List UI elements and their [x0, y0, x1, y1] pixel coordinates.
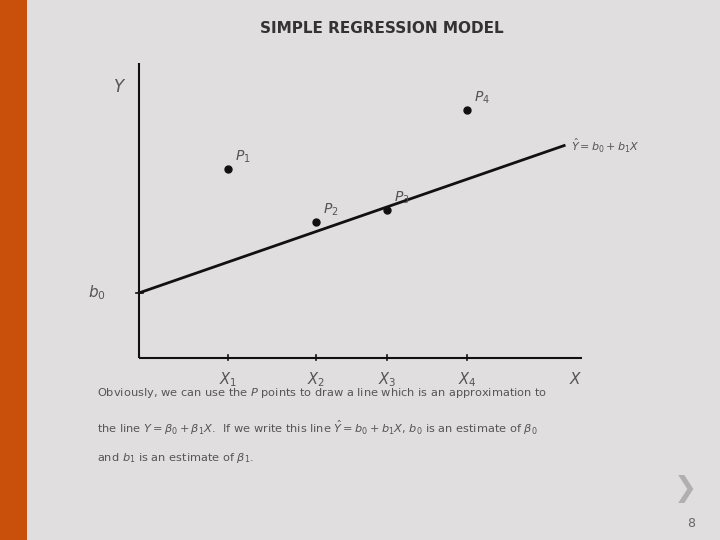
Text: $\hat{Y} = b_0 + b_1 X$: $\hat{Y} = b_0 + b_1 X$ — [571, 137, 640, 154]
Text: $Y$: $Y$ — [113, 78, 127, 96]
Text: $P_3$: $P_3$ — [394, 190, 410, 206]
Text: and $b_1$ is an estimate of $\beta_1$.: and $b_1$ is an estimate of $\beta_1$. — [97, 451, 254, 465]
Text: $P_4$: $P_4$ — [474, 90, 490, 106]
Text: $X_4$: $X_4$ — [457, 370, 476, 389]
Text: $X_3$: $X_3$ — [378, 370, 396, 389]
Text: ❯: ❯ — [674, 475, 697, 503]
Text: $P_2$: $P_2$ — [323, 201, 339, 218]
Text: $P_1$: $P_1$ — [235, 148, 251, 165]
Text: the line $Y = \beta_0 + \beta_1 X$.  If we write this line $\hat{Y}= b_0 + b_1 X: the line $Y = \beta_0 + \beta_1 X$. If w… — [97, 418, 538, 437]
Text: $X_2$: $X_2$ — [307, 370, 325, 389]
Text: SIMPLE REGRESSION MODEL: SIMPLE REGRESSION MODEL — [260, 21, 503, 36]
Text: 8: 8 — [687, 517, 695, 530]
Text: $X_1$: $X_1$ — [219, 370, 237, 389]
Text: Obviously, we can use the $P$ points to draw a line which is an approximation to: Obviously, we can use the $P$ points to … — [97, 386, 547, 400]
Text: $X$: $X$ — [569, 370, 582, 387]
Text: $b_0$: $b_0$ — [88, 284, 106, 302]
